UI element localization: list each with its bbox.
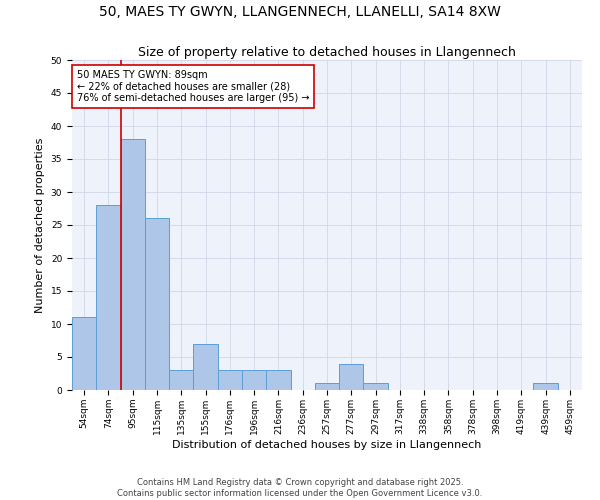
Bar (533, 384, 558, 390)
Bar (96, 205, 121, 390)
Bar (266, 370, 290, 390)
Bar (339, 364, 364, 390)
Bar (242, 370, 266, 390)
Bar (218, 370, 242, 390)
Bar (364, 384, 388, 390)
X-axis label: Distribution of detached houses by size in Llangennech: Distribution of detached houses by size … (172, 440, 482, 450)
Y-axis label: Number of detached properties: Number of detached properties (35, 138, 45, 312)
Bar (315, 384, 339, 390)
Text: 50 MAES TY GWYN: 89sqm
← 22% of detached houses are smaller (28)
76% of semi-det: 50 MAES TY GWYN: 89sqm ← 22% of detached… (77, 70, 310, 103)
Bar (121, 139, 145, 390)
Bar (169, 370, 193, 390)
Bar (193, 344, 218, 390)
Bar (72, 318, 96, 390)
Text: Contains HM Land Registry data © Crown copyright and database right 2025.
Contai: Contains HM Land Registry data © Crown c… (118, 478, 482, 498)
Title: Size of property relative to detached houses in Llangennech: Size of property relative to detached ho… (138, 46, 516, 59)
Text: 50, MAES TY GWYN, LLANGENNECH, LLANELLI, SA14 8XW: 50, MAES TY GWYN, LLANGENNECH, LLANELLI,… (99, 5, 501, 19)
Bar (145, 218, 169, 390)
